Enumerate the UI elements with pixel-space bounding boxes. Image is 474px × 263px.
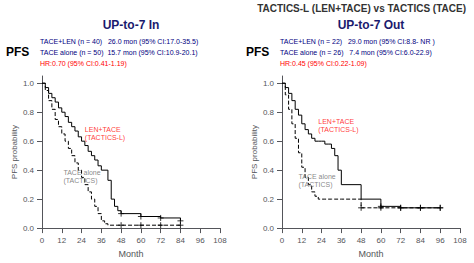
- svg-text:TACE alone: TACE alone: [298, 173, 335, 180]
- svg-text:96: 96: [196, 236, 205, 245]
- svg-text:PFS: PFS: [6, 45, 29, 59]
- svg-text:0.0: 0.0: [23, 224, 35, 233]
- svg-text:12: 12: [57, 236, 66, 245]
- svg-text:TACE+LEN (n = 22) 29.0 mon (: TACE+LEN (n = 22) 29.0 mon (95% CI:8.8- …: [280, 38, 435, 46]
- svg-text:TACE alone (n = 50) 15.7 mon: TACE alone (n = 50) 15.7 mon (95% CI:10.…: [40, 49, 198, 57]
- svg-text:96: 96: [436, 236, 445, 245]
- svg-text:1.0: 1.0: [23, 79, 35, 88]
- svg-text:0.8: 0.8: [23, 108, 35, 117]
- svg-text:TACE alone: TACE alone: [63, 169, 100, 176]
- svg-text:36: 36: [97, 236, 106, 245]
- svg-text:0.8: 0.8: [263, 108, 275, 117]
- svg-text:(TACTICS): (TACTICS): [298, 181, 332, 189]
- svg-text:0.2: 0.2: [263, 195, 275, 204]
- svg-text:48: 48: [117, 236, 126, 245]
- svg-text:24: 24: [77, 236, 86, 245]
- svg-text:(TACTICS-L): (TACTICS-L): [318, 126, 358, 134]
- svg-text:72: 72: [396, 236, 405, 245]
- svg-text:24: 24: [317, 236, 326, 245]
- svg-text:0.4: 0.4: [23, 166, 35, 175]
- svg-text:LEN+TACE: LEN+TACE: [318, 118, 354, 125]
- svg-text:TACE alone (n = 26) 7.4 mon: TACE alone (n = 26) 7.4 mon (95% CI:6.0-…: [280, 49, 432, 57]
- svg-text:48: 48: [357, 236, 366, 245]
- svg-text:(TACTICS): (TACTICS): [63, 177, 97, 185]
- svg-text:0.2: 0.2: [23, 195, 35, 204]
- svg-text:60: 60: [136, 236, 145, 245]
- svg-text:1.0: 1.0: [263, 79, 275, 88]
- svg-text:Month: Month: [358, 249, 383, 259]
- svg-text:PFS probability: PFS probability: [10, 125, 19, 179]
- svg-text:12: 12: [297, 236, 306, 245]
- svg-text:TACE+LEN (n = 40) 26.0 mon (: TACE+LEN (n = 40) 26.0 mon (95% CI:17.0-…: [40, 38, 198, 46]
- svg-text:0.0: 0.0: [263, 224, 275, 233]
- svg-text:Month: Month: [118, 249, 143, 259]
- svg-text:(TACTICS-L): (TACTICS-L): [85, 134, 125, 142]
- svg-text:72: 72: [156, 236, 165, 245]
- svg-text:60: 60: [376, 236, 385, 245]
- svg-text:84: 84: [416, 236, 425, 245]
- svg-text:HR:0.45 (95% CI:0.22-1.09): HR:0.45 (95% CI:0.22-1.09): [280, 60, 367, 68]
- svg-text:36: 36: [337, 236, 346, 245]
- svg-text:PFS: PFS: [246, 45, 269, 59]
- svg-text:HR:0.70 (95% CI:0.41-1.19): HR:0.70 (95% CI:0.41-1.19): [40, 60, 127, 68]
- svg-text:108: 108: [453, 236, 467, 245]
- svg-text:UP-to-7 Out: UP-to-7 Out: [338, 18, 405, 32]
- svg-text:0.6: 0.6: [23, 137, 35, 146]
- svg-text:UP-to-7 In: UP-to-7 In: [103, 18, 160, 32]
- svg-text:108: 108: [213, 236, 227, 245]
- svg-text:LEN+TACE: LEN+TACE: [85, 126, 121, 133]
- svg-text:84: 84: [176, 236, 185, 245]
- svg-text:0.6: 0.6: [263, 137, 275, 146]
- svg-text:0.4: 0.4: [263, 166, 275, 175]
- svg-text:TACTICS-L (LEN+TACE) vs TACTIC: TACTICS-L (LEN+TACE) vs TACTICS (TACE): [257, 3, 466, 14]
- svg-text:0: 0: [40, 236, 45, 245]
- svg-text:0: 0: [280, 236, 285, 245]
- svg-text:PFS probability: PFS probability: [250, 125, 259, 179]
